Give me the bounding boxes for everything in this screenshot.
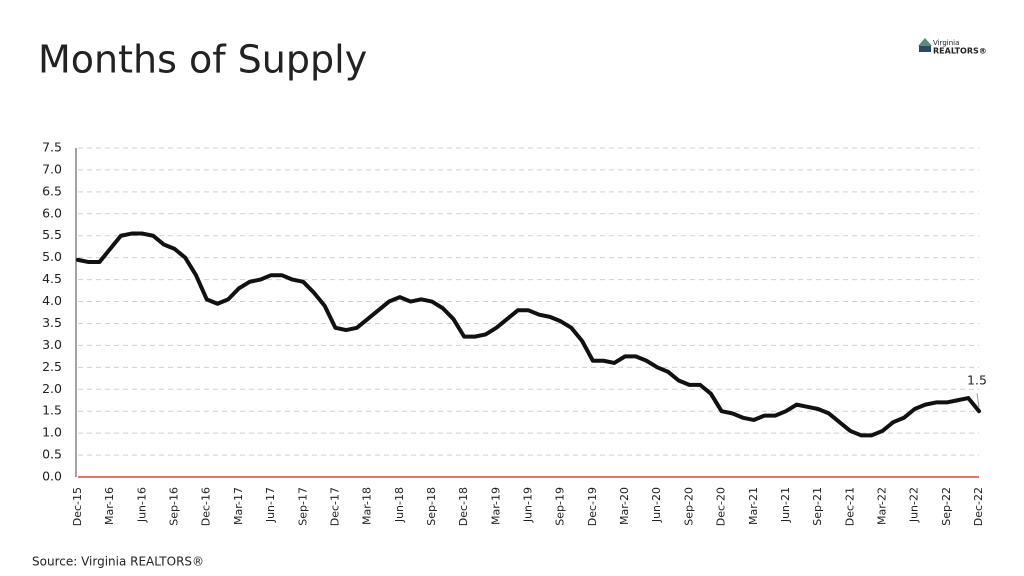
y-tick-label: 0.0 bbox=[42, 469, 62, 484]
x-tick-label: Mar-17 bbox=[232, 487, 245, 525]
y-tick-label: 1.5 bbox=[42, 403, 62, 418]
x-tick-label: Dec-20 bbox=[715, 487, 728, 526]
x-tick-label: Jun-17 bbox=[264, 487, 277, 523]
x-tick-label: Dec-17 bbox=[328, 487, 341, 526]
x-tick-label: Mar-19 bbox=[489, 487, 502, 525]
y-tick-label: 7.5 bbox=[42, 140, 62, 155]
logo-icon bbox=[918, 38, 932, 46]
data-label: 1.5 bbox=[967, 373, 987, 388]
x-tick-label: Sep-21 bbox=[811, 487, 824, 526]
y-tick-label: 7.0 bbox=[42, 161, 62, 176]
logo: Virginia REALTORS® bbox=[918, 38, 987, 56]
leader-line bbox=[976, 393, 980, 408]
x-tick-label: Sep-18 bbox=[425, 487, 438, 526]
x-tick-label: Dec-18 bbox=[457, 487, 470, 526]
x-tick-label: Dec-22 bbox=[972, 487, 985, 526]
y-tick-label: 3.5 bbox=[42, 315, 62, 330]
logo-icon bbox=[919, 46, 931, 52]
x-tick-label: Sep-22 bbox=[940, 487, 953, 526]
x-tick-label: Mar-22 bbox=[875, 487, 888, 525]
x-tick-label: Jun-19 bbox=[522, 487, 535, 523]
logo-text: REALTORS® bbox=[933, 47, 987, 56]
y-tick-label: 4.5 bbox=[42, 271, 62, 286]
x-tick-label: Sep-20 bbox=[682, 487, 695, 526]
y-tick-label: 5.0 bbox=[42, 249, 62, 264]
x-tick-label: Jun-20 bbox=[650, 487, 663, 523]
x-tick-label: Jun-21 bbox=[779, 487, 792, 523]
x-tick-label: Dec-15 bbox=[71, 487, 84, 526]
x-tick-label: Jun-16 bbox=[135, 487, 148, 523]
x-tick-label: Dec-16 bbox=[200, 487, 213, 526]
y-tick-label: 2.0 bbox=[42, 381, 62, 396]
source-note: Source: Virginia REALTORS® bbox=[32, 555, 204, 569]
y-tick-label: 0.5 bbox=[42, 447, 62, 462]
x-tick-label: Sep-19 bbox=[554, 487, 567, 526]
logo-text: Virginia bbox=[933, 39, 959, 47]
y-tick-label: 6.5 bbox=[42, 183, 62, 198]
y-tick-label: 3.0 bbox=[42, 337, 62, 352]
y-tick-label: 2.5 bbox=[42, 359, 62, 374]
y-tick-label: 6.0 bbox=[42, 205, 62, 220]
line bbox=[76, 231, 981, 438]
x-tick-label: Sep-17 bbox=[296, 487, 309, 526]
x-tick-label: Sep-16 bbox=[168, 487, 181, 526]
x-tick-label: Mar-16 bbox=[103, 487, 116, 525]
y-tick-label: 4.0 bbox=[42, 293, 62, 308]
y-tick-label: 5.5 bbox=[42, 227, 62, 242]
x-tick-label: Mar-20 bbox=[618, 487, 631, 525]
x-tick-label: Jun-18 bbox=[393, 487, 406, 523]
x-tick-label: Mar-21 bbox=[747, 487, 760, 525]
x-tick-label: Dec-19 bbox=[586, 487, 599, 526]
x-tick-label: Jun-22 bbox=[908, 487, 921, 523]
chart-title: Months of Supply bbox=[38, 38, 367, 82]
x-tick-label: Mar-18 bbox=[361, 487, 374, 525]
y-tick-label: 1.0 bbox=[42, 425, 62, 440]
x-tick-label: Dec-21 bbox=[843, 487, 856, 526]
